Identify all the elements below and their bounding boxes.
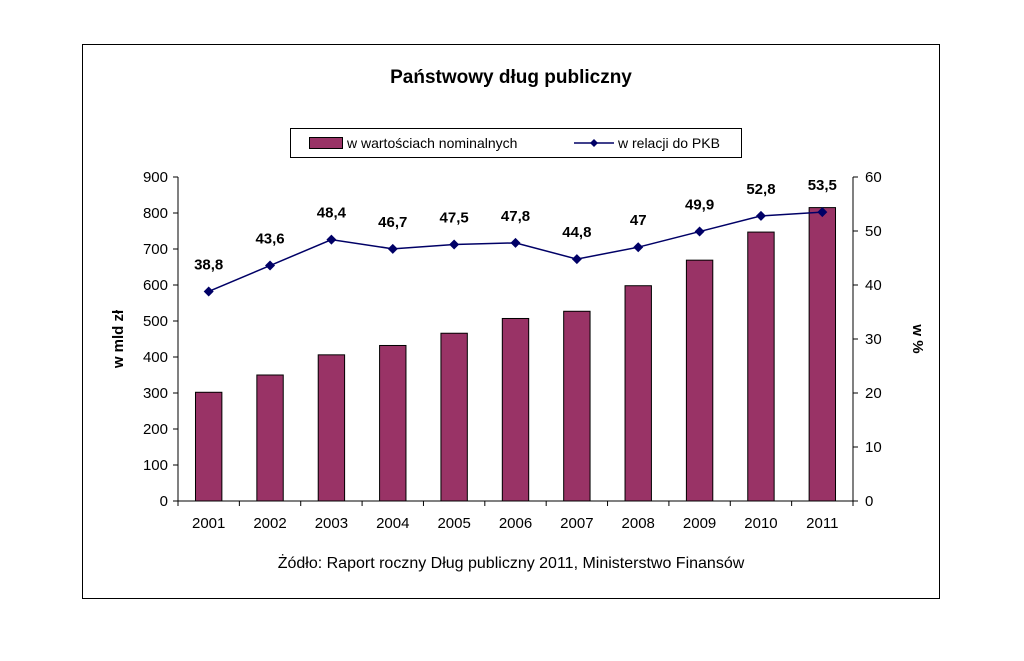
pkb-point-2004 bbox=[387, 243, 398, 254]
left-tick-label: 600 bbox=[143, 277, 168, 294]
pkb-point-2007 bbox=[571, 254, 582, 265]
legend: w wartościach nominalnych w relacji do P… bbox=[290, 128, 742, 158]
pkb-point-2009 bbox=[694, 226, 705, 237]
left-tick-label: 300 bbox=[143, 385, 168, 402]
legend-label-pkb: w relacji do PKB bbox=[618, 135, 720, 151]
pkb-data-label-2001: 38,8 bbox=[194, 256, 223, 273]
legend-line-swatch bbox=[574, 139, 614, 147]
right-axis-title: w % bbox=[909, 323, 926, 353]
pkb-data-label-2004: 46,7 bbox=[378, 214, 407, 231]
bar-2010 bbox=[747, 231, 775, 502]
plot-area: 0 100 200 300 400 500 600 700 800 900 0 10 20 30 40 50 6… bbox=[110, 169, 926, 532]
bar-2007 bbox=[563, 310, 591, 502]
pkb-point-2001 bbox=[203, 286, 214, 297]
pkb-data-label-2003: 48,4 bbox=[317, 205, 347, 222]
right-tick-label: 30 bbox=[865, 331, 882, 348]
x-tick-label: 2010 bbox=[744, 515, 777, 532]
bar-2001 bbox=[194, 391, 223, 502]
left-tick-label: 800 bbox=[143, 205, 168, 222]
pkb-point-2006 bbox=[510, 237, 521, 248]
left-axis-title: w mld zł bbox=[110, 309, 127, 369]
pkb-data-label-2007: 44,8 bbox=[562, 224, 591, 241]
pkb-data-label-2009: 49,9 bbox=[685, 197, 714, 214]
x-tick-label: 2009 bbox=[683, 515, 716, 532]
x-tick-label: 2007 bbox=[560, 515, 593, 532]
bar-2009 bbox=[685, 259, 714, 502]
legend-bar-swatch bbox=[309, 137, 343, 149]
chart-title: Państwowy dług publiczny bbox=[390, 67, 632, 88]
bar-2006 bbox=[501, 317, 530, 502]
pkb-point-2005 bbox=[449, 239, 460, 250]
left-tick-label: 700 bbox=[143, 241, 168, 258]
x-tick-label: 2002 bbox=[253, 515, 286, 532]
x-tick-label: 2003 bbox=[315, 515, 348, 532]
x-tick-label: 2005 bbox=[437, 515, 470, 532]
bar-2008 bbox=[624, 285, 652, 502]
right-tick-label: 40 bbox=[865, 277, 882, 294]
legend-label-nominal: w wartościach nominalnych bbox=[347, 135, 518, 151]
left-tick-label: 900 bbox=[143, 169, 168, 186]
x-tick-label: 2011 bbox=[806, 515, 838, 532]
chart-frame: Państwowy dług publiczny w wartościach n… bbox=[82, 44, 940, 599]
left-tick-label: 200 bbox=[143, 421, 168, 438]
pkb-point-2008 bbox=[633, 242, 644, 253]
right-tick-label: 0 bbox=[865, 493, 873, 510]
bar-2004 bbox=[379, 344, 407, 502]
pkb-data-label-2005: 47,5 bbox=[440, 210, 469, 227]
left-tick-label: 400 bbox=[143, 349, 168, 366]
source-note: Żódło: Raport roczny Dług publiczny 2011… bbox=[277, 555, 745, 572]
pkb-point-2011 bbox=[817, 207, 828, 218]
x-tick-label: 2001 bbox=[192, 515, 225, 532]
x-tick-label: 2008 bbox=[622, 515, 655, 532]
right-tick-label: 60 bbox=[865, 169, 882, 186]
right-tick-label: 10 bbox=[865, 439, 882, 456]
left-tick-label: 0 bbox=[160, 493, 168, 510]
pkb-data-label-2010: 52,8 bbox=[746, 181, 775, 198]
bar-2005 bbox=[440, 332, 468, 502]
pkb-data-label-2002: 43,6 bbox=[255, 231, 284, 248]
right-tick-label: 50 bbox=[865, 223, 882, 240]
pkb-point-2002 bbox=[265, 260, 276, 271]
x-tick-label: 2004 bbox=[376, 515, 409, 532]
bar-2011 bbox=[808, 207, 837, 502]
right-tick-label: 20 bbox=[865, 385, 882, 402]
pkb-data-label-2006: 47,8 bbox=[501, 208, 530, 225]
left-tick-label: 500 bbox=[143, 313, 168, 330]
pkb-data-label-2008: 47 bbox=[630, 212, 647, 229]
bar-2003 bbox=[317, 354, 346, 502]
x-tick-label: 2006 bbox=[499, 515, 532, 532]
pkb-data-label-2011: 53,5 bbox=[808, 177, 837, 194]
pkb-point-2003 bbox=[326, 234, 337, 245]
pkb-point-2010 bbox=[755, 210, 766, 221]
left-tick-label: 100 bbox=[143, 457, 168, 474]
bar-2002 bbox=[256, 374, 284, 502]
